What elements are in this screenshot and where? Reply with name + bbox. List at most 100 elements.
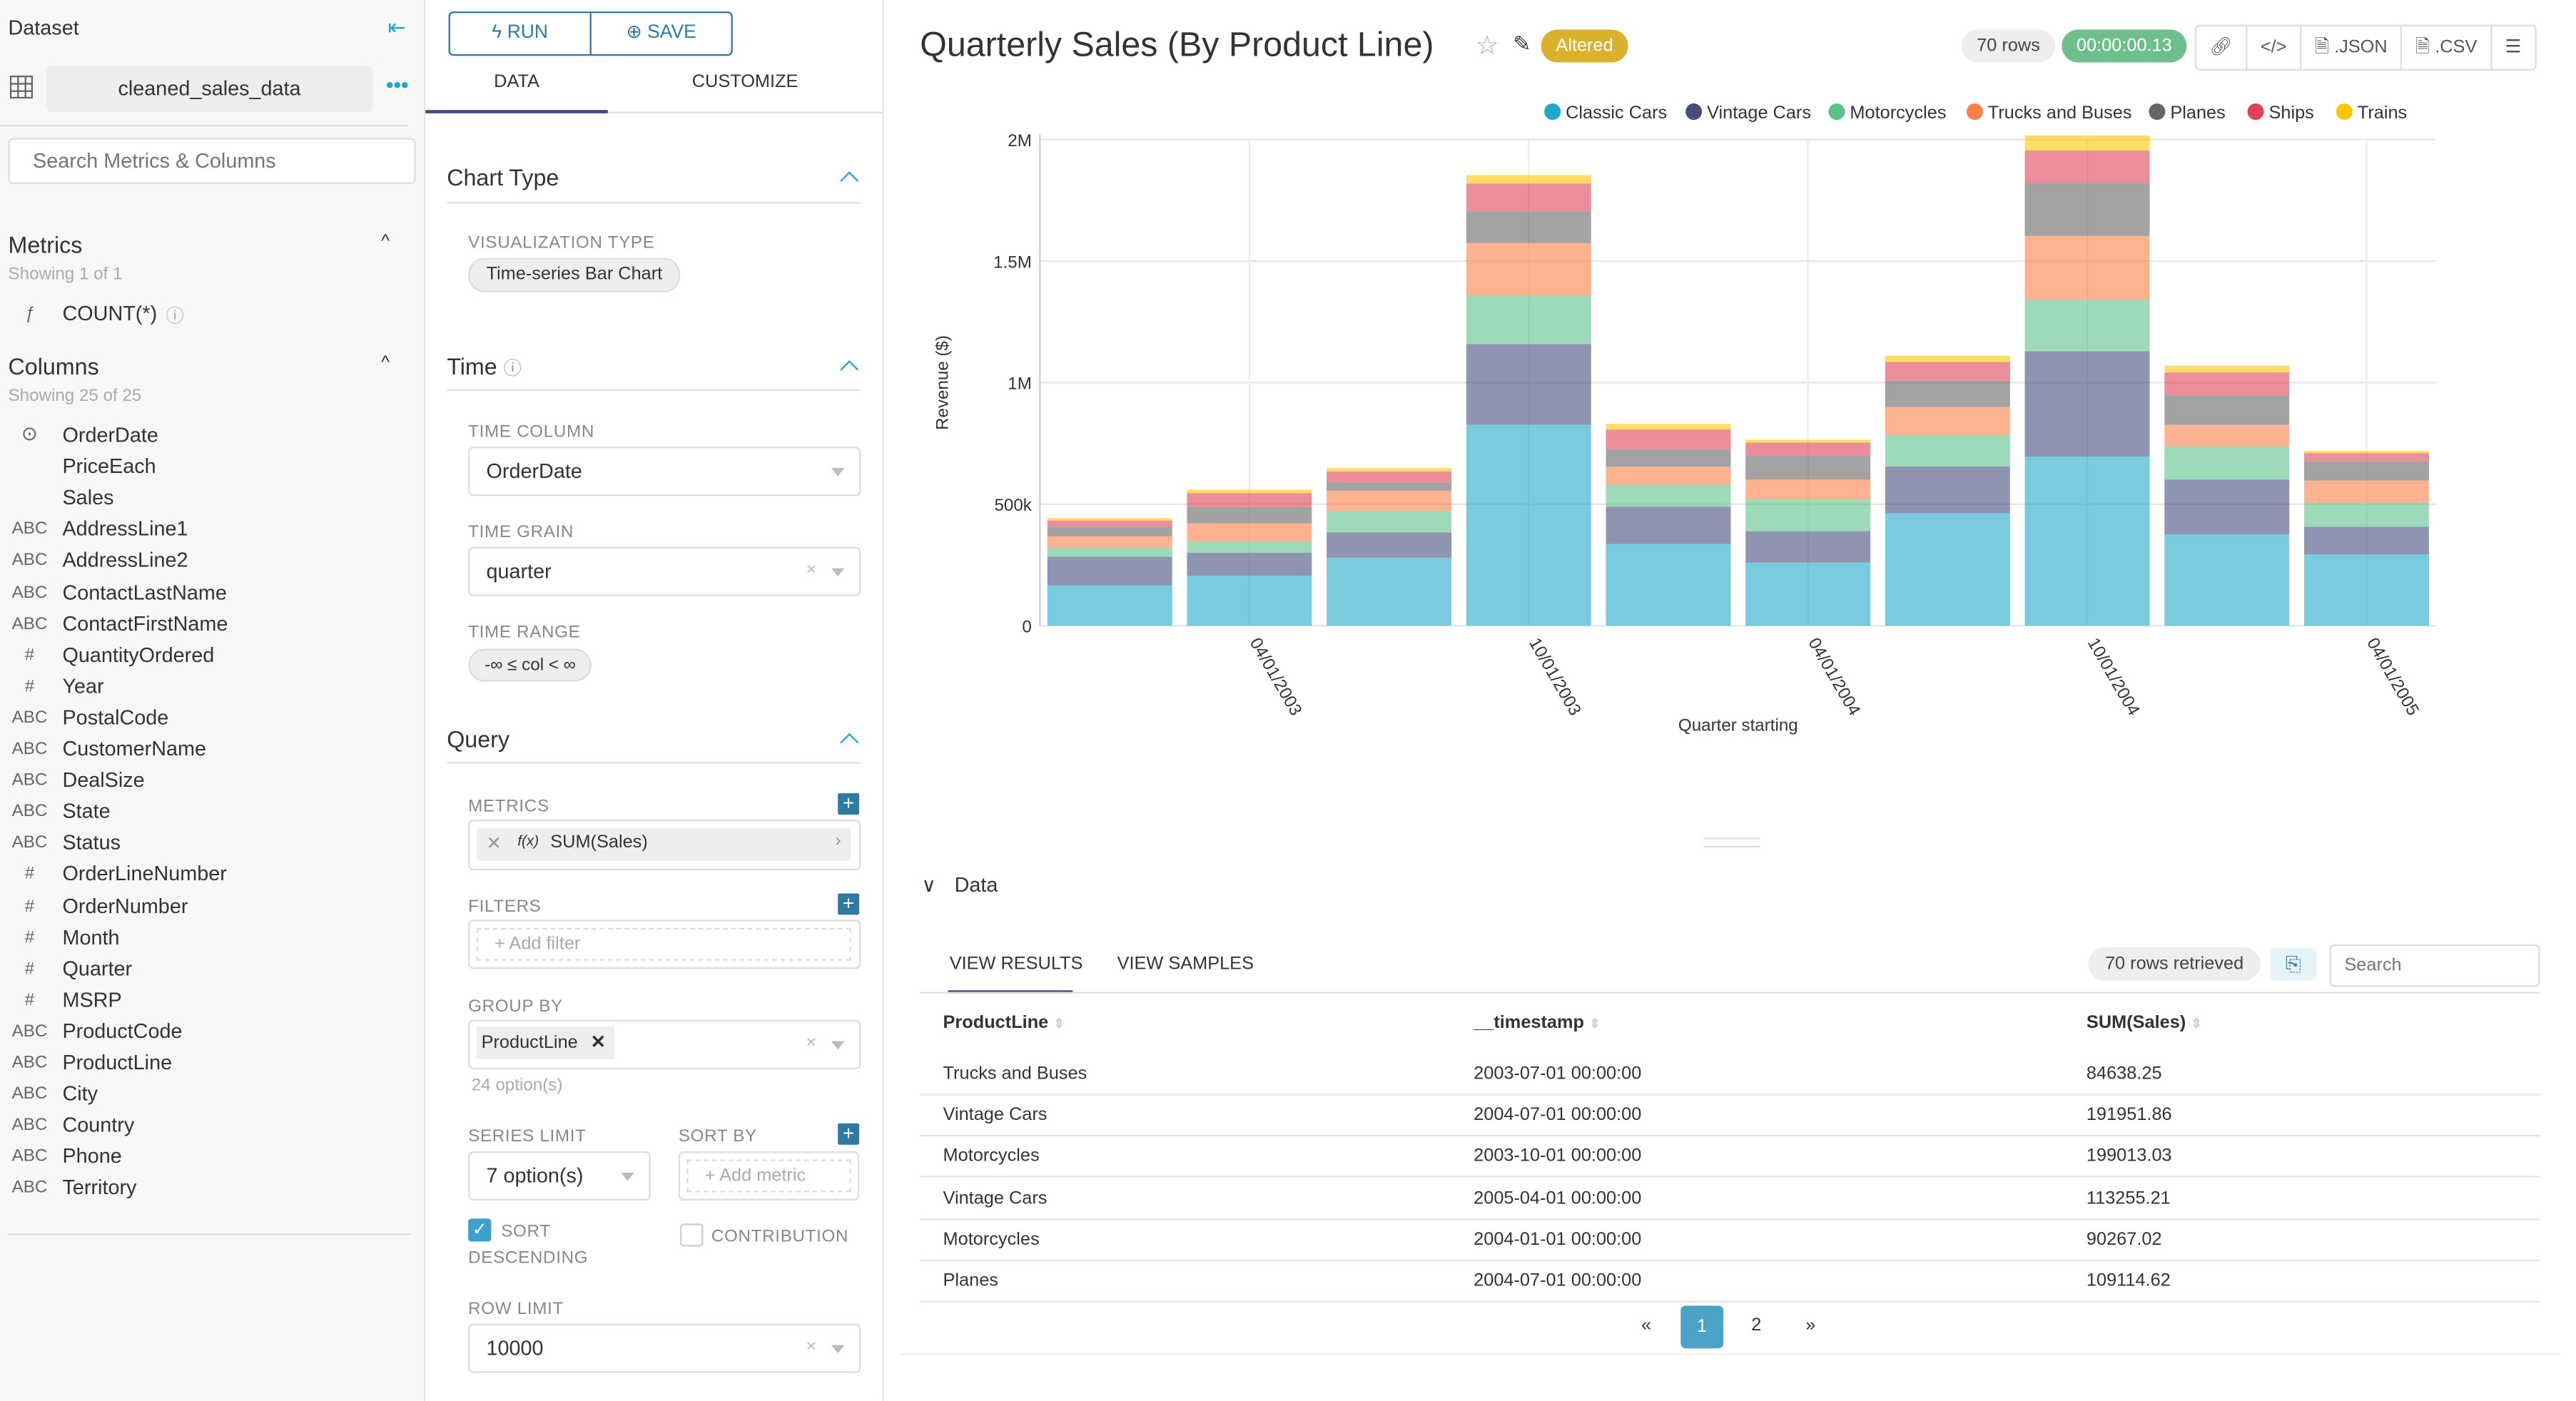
sort-icon[interactable]: ⇕ bbox=[2191, 1017, 2202, 1031]
column-item[interactable]: ABC CustomerName bbox=[0, 735, 411, 767]
save-button[interactable]: ⊕ SAVE bbox=[592, 13, 731, 54]
pagination-page-1[interactable]: 1 bbox=[1680, 1305, 1724, 1349]
column-header-sum-sales[interactable]: SUM(Sales) ⇕ bbox=[2086, 1014, 2202, 1034]
group-by-select[interactable]: ProductLine ✕ × bbox=[468, 1019, 861, 1069]
sort-descending-label: SORT bbox=[501, 1221, 551, 1242]
add-sort-metric-button[interactable]: + Add metric bbox=[686, 1159, 851, 1193]
copy-link-icon[interactable]: 🔗︎ bbox=[2196, 26, 2248, 69]
column-item[interactable]: ABC Territory bbox=[0, 1175, 411, 1206]
metric-item[interactable]: ƒ COUNT(*) ⓘ bbox=[0, 300, 411, 332]
time-grain-select[interactable]: quarter × bbox=[468, 546, 861, 596]
column-item[interactable]: # QuantityOrdered bbox=[0, 641, 411, 673]
column-item[interactable]: ABC State bbox=[0, 798, 411, 830]
column-item[interactable]: ABC Country bbox=[0, 1112, 411, 1143]
legend-item[interactable]: Planes bbox=[2149, 103, 2226, 123]
remove-icon[interactable]: ✕ bbox=[486, 834, 502, 855]
row-limit-select[interactable]: 10000 × bbox=[468, 1323, 861, 1373]
help-icon[interactable]: ⓘ bbox=[166, 307, 184, 327]
chart-type-title: Chart Type bbox=[447, 164, 559, 191]
favorite-star-icon[interactable]: ☆ bbox=[1475, 33, 1499, 61]
chart-title[interactable]: Quarterly Sales (By Product Line) bbox=[920, 26, 1434, 64]
column-item[interactable]: ABC Status bbox=[0, 830, 411, 861]
column-header-timestamp[interactable]: __timestamp ⇕ bbox=[1474, 1014, 1600, 1034]
add-filter-button[interactable]: + Add filter bbox=[476, 927, 851, 961]
column-item[interactable]: ABC AddressLine1 bbox=[0, 516, 411, 548]
time-range-selector[interactable]: -∞ ≤ col < ∞ bbox=[468, 648, 592, 682]
metric-tag[interactable]: ✕ f(x) SUM(Sales) › bbox=[476, 827, 851, 861]
legend-item[interactable]: Trucks and Buses bbox=[1966, 103, 2132, 123]
tab-customize[interactable]: CUSTOMIZE bbox=[691, 72, 798, 92]
table-grid-icon bbox=[9, 75, 34, 99]
series-limit-select[interactable]: 7 option(s) bbox=[468, 1151, 651, 1201]
sort-descending-checkbox[interactable]: ✓ bbox=[468, 1218, 492, 1242]
data-collapse-chevron-icon[interactable]: ∨ bbox=[921, 873, 936, 897]
column-item[interactable]: ⊙ OrderDate bbox=[0, 422, 411, 454]
dataset-name[interactable]: cleaned_sales_data bbox=[46, 66, 373, 112]
pagination-page-2[interactable]: 2 bbox=[1751, 1315, 1762, 1335]
remove-icon[interactable]: ✕ bbox=[590, 1033, 606, 1053]
time-column-select[interactable]: OrderDate bbox=[468, 447, 861, 496]
legend-item[interactable]: Vintage Cars bbox=[1685, 103, 1811, 123]
column-item[interactable]: ABC DealSize bbox=[0, 767, 411, 798]
bar-segment bbox=[2164, 365, 2290, 373]
add-sort-button[interactable]: + bbox=[838, 1124, 860, 1145]
edit-icon[interactable]: ✎ bbox=[1513, 31, 1531, 56]
add-filter-plus-button[interactable]: + bbox=[838, 893, 860, 915]
column-item[interactable]: # OrderNumber bbox=[0, 892, 411, 924]
collapse-sidebar-icon[interactable]: ⇤ bbox=[387, 14, 406, 40]
altered-badge[interactable]: Altered bbox=[1541, 29, 1628, 63]
tab-view-samples[interactable]: VIEW SAMPLES bbox=[1117, 954, 1254, 974]
y-tick-label: 0 bbox=[1022, 617, 1031, 636]
search-metrics-input[interactable] bbox=[8, 138, 416, 184]
columns-collapse-icon[interactable]: ^ bbox=[381, 352, 390, 373]
column-item[interactable]: ABC PostalCode bbox=[0, 704, 411, 735]
legend-item[interactable]: Motorcycles bbox=[1828, 103, 1947, 123]
metrics-collapse-icon[interactable]: ^ bbox=[381, 231, 390, 252]
chevron-right-icon[interactable]: › bbox=[835, 830, 841, 851]
results-search-input[interactable] bbox=[2329, 944, 2540, 987]
column-item[interactable]: ABC City bbox=[0, 1081, 411, 1112]
hamburger-menu-icon[interactable]: ☰ bbox=[2505, 37, 2522, 58]
tab-view-results[interactable]: VIEW RESULTS bbox=[949, 954, 1083, 974]
run-button[interactable]: ϟ RUN bbox=[450, 13, 592, 54]
embed-code-icon[interactable]: </> bbox=[2247, 26, 2302, 69]
clear-icon[interactable]: × bbox=[806, 1337, 817, 1357]
export-csv-button[interactable]: 🗎 .CSV bbox=[2402, 26, 2493, 69]
export-json-button[interactable]: 🗎 .JSON bbox=[2301, 26, 2403, 69]
column-item[interactable]: PriceEach bbox=[0, 454, 411, 485]
contribution-checkbox[interactable] bbox=[680, 1223, 704, 1247]
column-item[interactable]: # Year bbox=[0, 673, 411, 704]
column-header-productline[interactable]: ProductLine ⇕ bbox=[943, 1014, 1065, 1034]
column-item[interactable]: ABC Phone bbox=[0, 1143, 411, 1175]
dataset-menu-icon[interactable]: ••• bbox=[386, 72, 409, 97]
column-item[interactable]: ABC ProductLine bbox=[0, 1049, 411, 1081]
column-item[interactable]: # MSRP bbox=[0, 987, 411, 1018]
column-item[interactable]: ABC ProductCode bbox=[0, 1018, 411, 1049]
column-item[interactable]: ABC AddressLine2 bbox=[0, 548, 411, 579]
sort-icon[interactable]: ⇕ bbox=[1589, 1017, 1601, 1031]
column-item[interactable]: # Quarter bbox=[0, 955, 411, 987]
y-tick-label: 1M bbox=[1008, 375, 1032, 394]
bar-segment bbox=[1606, 544, 1731, 626]
column-item[interactable]: ABC ContactFirstName bbox=[0, 611, 411, 642]
viz-type-selector[interactable]: Time-series Bar Chart bbox=[468, 258, 681, 292]
copy-to-clipboard-icon[interactable]: ⎘ bbox=[2270, 947, 2317, 981]
sort-icon[interactable]: ⇕ bbox=[1053, 1017, 1065, 1031]
column-item[interactable]: ABC ContactLastName bbox=[0, 579, 411, 611]
pagination-prev[interactable]: « bbox=[1641, 1315, 1652, 1335]
table-row: Vintage Cars 2004-07-01 00:00:00 191951.86 bbox=[920, 1094, 2540, 1137]
file-icon: 🗎 bbox=[2415, 37, 2435, 58]
column-item[interactable]: # OrderLineNumber bbox=[0, 861, 411, 892]
clear-icon[interactable]: × bbox=[806, 1033, 817, 1053]
legend-item[interactable]: Classic Cars bbox=[1544, 103, 1667, 123]
legend-item[interactable]: Ships bbox=[2247, 103, 2314, 123]
legend-item[interactable]: Trains bbox=[2336, 103, 2407, 123]
info-icon[interactable]: ⓘ bbox=[503, 360, 522, 379]
pagination-next[interactable]: » bbox=[1805, 1315, 1816, 1335]
add-metric-button[interactable]: + bbox=[838, 793, 860, 815]
column-item[interactable]: # Month bbox=[0, 924, 411, 955]
column-item[interactable]: Sales bbox=[0, 485, 411, 516]
tab-data[interactable]: DATA bbox=[494, 72, 539, 92]
resize-handle[interactable] bbox=[1703, 837, 1760, 847]
clear-icon[interactable]: × bbox=[806, 560, 817, 580]
